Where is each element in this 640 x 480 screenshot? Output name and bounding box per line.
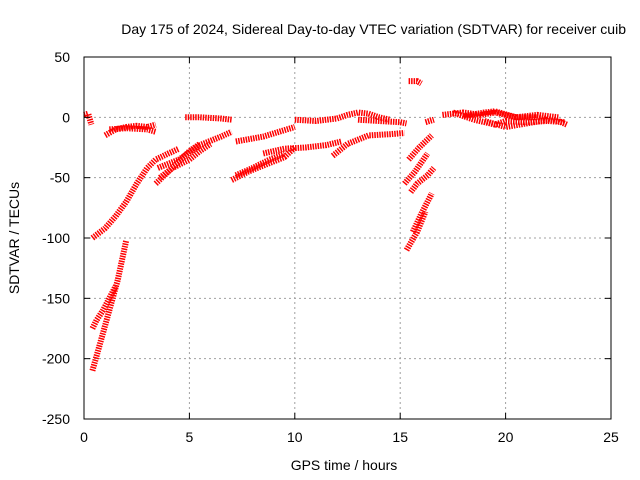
y-tick-label: -150 xyxy=(42,290,70,306)
y-tick-label: -250 xyxy=(42,411,70,427)
series-line-arc-4 xyxy=(90,145,181,241)
x-tick-label: 0 xyxy=(80,429,88,445)
series-line-arc-1 xyxy=(83,110,95,126)
x-tick-label: 10 xyxy=(287,429,303,445)
series-line-arc-26 xyxy=(451,109,565,128)
series-line-arc-9 xyxy=(158,141,213,181)
series-line-arc-10 xyxy=(185,114,232,123)
chart-title: Day 175 of 2024, Sidereal Day-to-day VTE… xyxy=(121,21,626,37)
series-line-arc-2 xyxy=(89,239,130,372)
series-layer xyxy=(83,78,568,372)
x-tick-label: 20 xyxy=(498,429,514,445)
series-line-arc-12 xyxy=(230,145,297,183)
y-tick-label: -50 xyxy=(50,170,70,186)
series-line-arc-5 xyxy=(103,121,157,139)
series-line-arc-27 xyxy=(462,108,559,121)
grid-layer xyxy=(84,57,611,419)
series-line-arc-3 xyxy=(89,284,119,330)
series-line-arc-22 xyxy=(408,166,437,194)
series-line-arc-23 xyxy=(408,78,423,87)
x-tick-label: 25 xyxy=(603,429,619,445)
x-axis-label: GPS time / hours xyxy=(291,457,398,473)
y-tick-label: -100 xyxy=(42,230,70,246)
series-line-arc-15 xyxy=(294,109,391,124)
series-line-arc-13 xyxy=(234,150,286,179)
series-line-arc-19 xyxy=(410,192,435,234)
series-line-arc-18 xyxy=(403,210,429,252)
series-line-arc-28 xyxy=(483,116,549,130)
series-line-arc-21 xyxy=(406,133,434,162)
tick-layer: 0 5 10 15 20 25 50 0 -50 -100 -150 -200 -250 xyxy=(42,49,619,445)
series-line-arc-8 xyxy=(156,129,233,171)
y-tick-label: -200 xyxy=(42,351,70,367)
y-axis-label: SDTVAR / TECUs xyxy=(6,182,22,294)
series-line-arc-20 xyxy=(402,151,431,186)
series-line-arc-24 xyxy=(424,116,435,126)
y-tick-label: 0 xyxy=(62,109,70,125)
plot-frame xyxy=(83,56,612,420)
x-tick-label: 5 xyxy=(186,429,194,445)
series-line-arc-14 xyxy=(262,138,342,157)
x-tick-label: 15 xyxy=(392,429,408,445)
series-line-arc-16 xyxy=(357,116,408,127)
y-tick-label: 50 xyxy=(54,49,70,65)
series-line-arc-11 xyxy=(235,124,296,145)
series-line-arc-17 xyxy=(330,130,405,159)
series-line-arc-6 xyxy=(109,125,157,135)
